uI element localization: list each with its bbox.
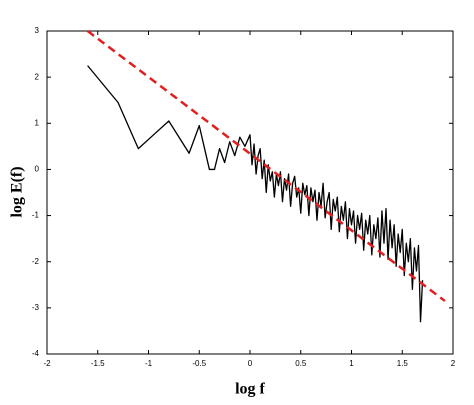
x-tick-label: 0.5 <box>295 359 307 368</box>
y-tick-label: -1 <box>32 211 40 220</box>
y-axis-label: log E(f) <box>9 166 26 217</box>
x-axis-label: log f <box>235 381 265 398</box>
y-tick-label: 3 <box>35 26 40 35</box>
x-tick-label: -1 <box>145 359 153 368</box>
y-tick-label: 2 <box>35 72 40 81</box>
plot-frame <box>46 30 454 355</box>
y-tick-label: 1 <box>35 118 40 127</box>
x-tick-label: -0.5 <box>192 359 206 368</box>
y-tick-label: -4 <box>32 349 40 358</box>
y-tick-label: 0 <box>35 165 40 174</box>
x-tick-label: 2 <box>451 359 456 368</box>
x-tick-label: -1.5 <box>91 359 105 368</box>
x-tick-label: 1.5 <box>397 359 409 368</box>
y-tick-label: -2 <box>32 257 40 266</box>
x-tick-label: -2 <box>43 359 51 368</box>
x-tick-label: 1 <box>349 359 354 368</box>
data-line <box>87 65 424 323</box>
reference-line <box>86 30 446 302</box>
x-tick-label: 0 <box>248 359 253 368</box>
y-tick-label: -3 <box>32 303 40 312</box>
